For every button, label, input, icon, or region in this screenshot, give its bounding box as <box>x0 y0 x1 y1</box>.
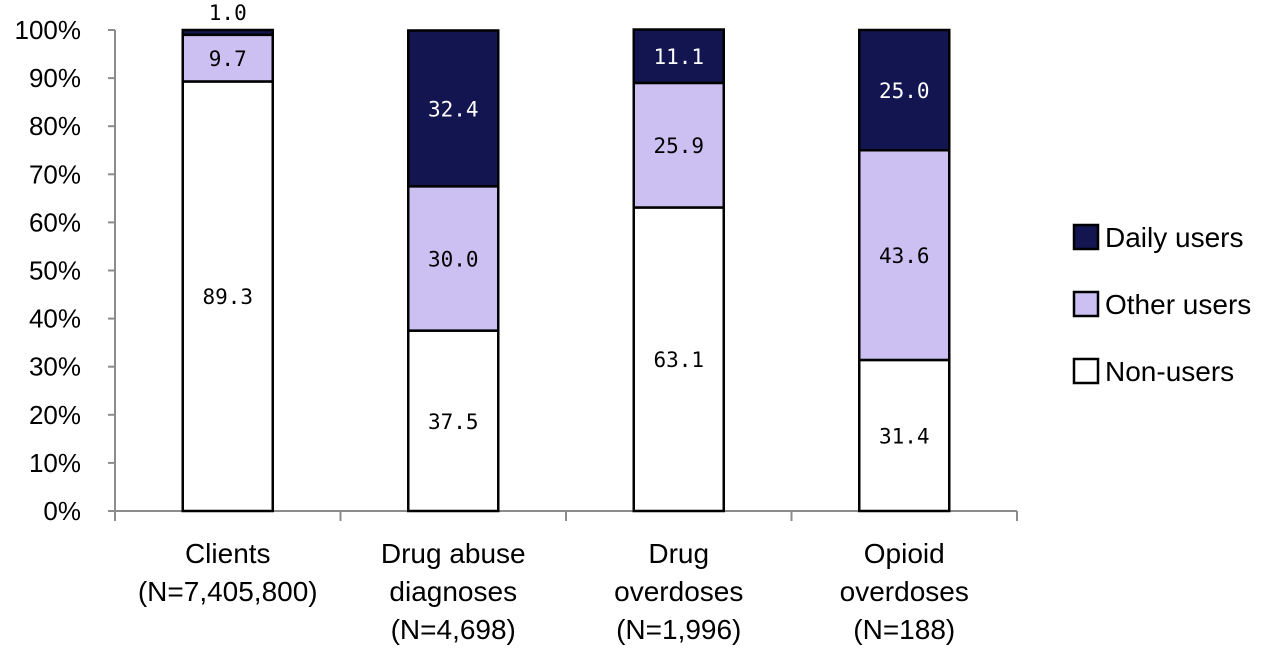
legend-label: Other users <box>1105 289 1251 320</box>
x-category-label: Drug abuse diagnoses (N=4,698) <box>381 538 526 645</box>
x-category-label-line: Drug <box>648 538 709 569</box>
x-category-label: Clients (N=7,405,800) <box>138 538 318 607</box>
data-label: 9.7 <box>209 47 247 71</box>
legend: Daily users Other users Non-users <box>1072 222 1251 387</box>
bar-segment <box>181 28 274 37</box>
x-category-label-line: (N=1,996) <box>616 614 741 645</box>
x-category-label-line: overdoses <box>614 576 743 607</box>
x-category-label-line: Clients <box>185 538 271 569</box>
y-tick-label: 100% <box>15 15 82 45</box>
data-label: 25.9 <box>653 134 704 158</box>
x-axis: Clients (N=7,405,800) Drug abuse diagnoses (… <box>114 510 1018 645</box>
bar-segment <box>858 149 951 362</box>
y-tick-label: 60% <box>29 207 81 237</box>
bar-segment <box>858 28 951 152</box>
x-category-label-line: diagnoses <box>389 576 517 607</box>
data-label: 31.4 <box>879 424 930 448</box>
y-tick-label: 10% <box>29 448 81 478</box>
y-tick-label: 90% <box>29 63 81 93</box>
data-label: 25.0 <box>879 79 930 103</box>
data-label: 30.0 <box>428 247 479 271</box>
legend-swatch <box>1072 290 1100 318</box>
data-label: 32.4 <box>428 97 479 121</box>
data-label: 1.0 <box>209 1 247 25</box>
y-tick-label: 50% <box>29 256 81 286</box>
x-category-label-line: (N=4,698) <box>391 614 516 645</box>
y-tick-label: 20% <box>29 400 81 430</box>
bar-segment <box>407 29 500 188</box>
x-category-label-line: overdoses <box>840 576 969 607</box>
y-tick-label: 70% <box>29 159 81 189</box>
x-category-label-line: Opioid <box>864 538 945 569</box>
bar-segment <box>632 28 725 85</box>
data-label: 43.6 <box>879 244 930 268</box>
x-category-label-line: Drug abuse <box>381 538 526 569</box>
legend-swatch <box>1072 223 1100 251</box>
y-tick-label: 0% <box>43 496 81 526</box>
bar-segment <box>858 358 951 513</box>
data-label: 11.1 <box>653 45 704 69</box>
legend-label: Daily users <box>1105 222 1243 253</box>
y-axis: 0% 10% 20% 30% 40% 50% 60% 70% 80% 90% 100% <box>15 15 116 526</box>
data-label: 89.3 <box>202 285 253 309</box>
legend-label: Non-users <box>1105 356 1234 387</box>
data-label: 37.5 <box>428 410 479 434</box>
x-category-label: Drug overdoses (N=1,996) <box>614 538 743 645</box>
legend-swatch <box>1072 357 1100 385</box>
x-category-label-line: (N=188) <box>853 614 955 645</box>
data-label: 63.1 <box>653 348 704 372</box>
y-tick-label: 30% <box>29 352 81 382</box>
bars: 89.3 9.7 1.0 37.5 30.0 32.4 63.1 25.9 11.1 31.4 43… <box>181 1 951 513</box>
bar-segment <box>407 185 500 332</box>
y-tick-label: 40% <box>29 304 81 334</box>
bar-segment <box>632 206 725 513</box>
bar-segment <box>632 81 725 209</box>
x-category-label: Opioid overdoses (N=188) <box>840 538 969 645</box>
y-tick-label: 80% <box>29 111 81 141</box>
x-category-label-line: (N=7,405,800) <box>138 576 318 607</box>
